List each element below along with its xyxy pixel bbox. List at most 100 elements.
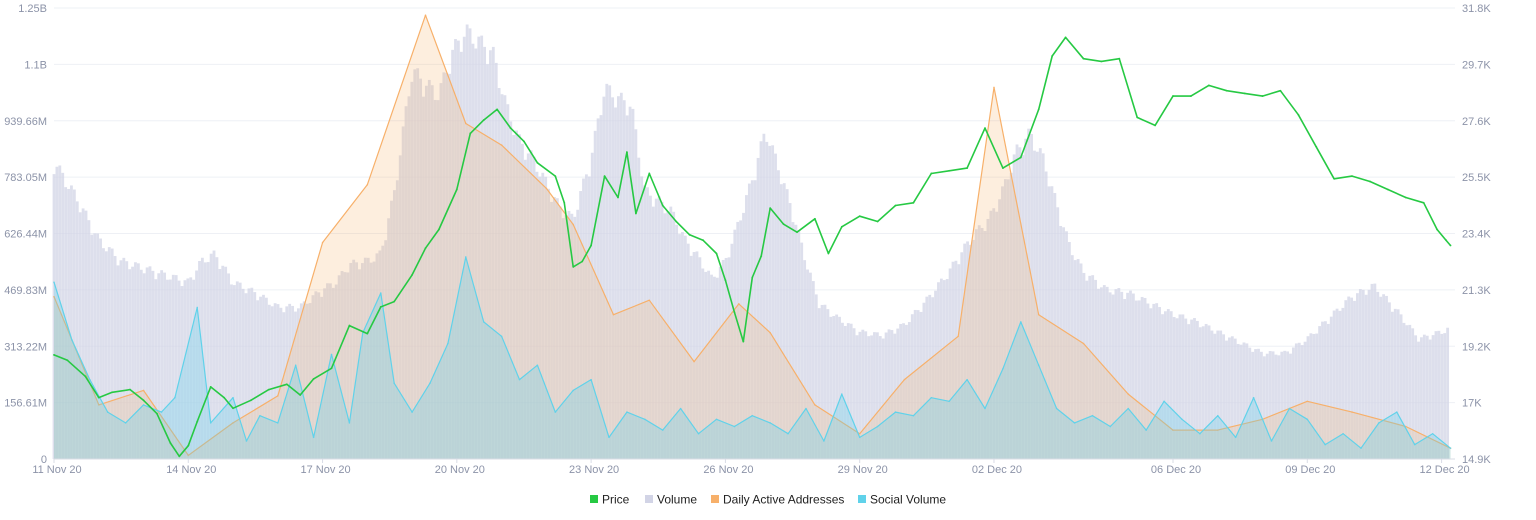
volume-bar (151, 270, 155, 459)
price-point (156, 412, 158, 415)
volume-bar (867, 336, 871, 459)
x-axis-tick: 26 Nov 20 (703, 464, 753, 476)
volume-bar (777, 170, 780, 459)
volume-bar (203, 262, 207, 459)
volume-bar (1257, 348, 1260, 459)
volume-bar (820, 304, 824, 459)
volume-bar (1265, 353, 1269, 459)
social-volume-point (590, 378, 592, 381)
volume-bar (724, 257, 728, 459)
price-point (1243, 92, 1246, 95)
right-axis-tick: 14.9K (1462, 454, 1491, 466)
volume-bar (369, 262, 373, 459)
volume-bar (983, 230, 987, 459)
price-point (590, 244, 593, 247)
price-point (424, 247, 427, 250)
volume-bar (925, 296, 929, 459)
volume-bar (264, 297, 268, 459)
social-volume-point (1002, 368, 1004, 370)
daily-active-addresses-point (572, 223, 575, 226)
volume-bar (803, 260, 807, 459)
volume-bar (855, 335, 859, 459)
volume-bar (459, 51, 463, 459)
volume-bar (625, 115, 629, 459)
social-volume-point (196, 306, 199, 309)
volume-bar (1134, 300, 1138, 459)
volume-bar (509, 121, 513, 459)
volume-bar (1201, 326, 1205, 459)
social-volume-point (1091, 414, 1094, 417)
daily-active-addresses-point (142, 389, 145, 392)
volume-bar (747, 183, 751, 459)
price-point (1100, 60, 1103, 63)
daily-active-addresses-point (993, 86, 995, 89)
volume-bar (1292, 347, 1295, 459)
volume-bar (1012, 154, 1016, 459)
volume-bar (1178, 314, 1182, 459)
volume-bar (451, 49, 454, 459)
volume-bar (305, 303, 309, 459)
social-volume-point (805, 407, 807, 410)
volume-bar (567, 210, 571, 459)
social-volume-point (1055, 407, 1058, 410)
social-volume-point (259, 414, 261, 417)
social-volume-point (1324, 443, 1326, 446)
price-point (97, 396, 100, 399)
legend-item-social-volume[interactable]: Social Volume (858, 493, 946, 507)
volume-bar (70, 185, 73, 459)
volume-bar (1388, 302, 1391, 459)
volume-bar (407, 96, 411, 459)
volume-bar (131, 266, 134, 459)
volume-bar (750, 180, 754, 459)
legend-swatch (645, 495, 653, 503)
volume-bar (166, 279, 169, 459)
social-volume-point (536, 364, 539, 366)
volume-bar (1294, 343, 1298, 459)
volume-bar (1164, 311, 1167, 459)
social-volume-point (500, 335, 503, 338)
volume-bar (238, 282, 242, 459)
social-volume-series[interactable] (53, 256, 1452, 459)
price-point (1445, 239, 1447, 242)
volume-bar (1024, 138, 1028, 459)
volume-bar (555, 198, 559, 460)
social-volume-point (1449, 447, 1452, 449)
volume-series[interactable] (52, 24, 1450, 460)
volume-bar (861, 329, 865, 459)
volume-bar (1405, 325, 1409, 459)
volume-bar (1210, 330, 1214, 459)
volume-bar (646, 187, 649, 459)
volume-bar (1102, 285, 1106, 459)
price-point (250, 399, 252, 402)
social-volume-point (89, 378, 91, 381)
price-series[interactable] (53, 36, 1452, 458)
volume-bar (721, 259, 725, 459)
volume-bar (1280, 351, 1284, 459)
volume-bar (1329, 316, 1333, 459)
volume-bar (596, 118, 600, 459)
price-point (1422, 201, 1425, 204)
volume-bar (247, 288, 251, 459)
price-point (379, 305, 382, 308)
price-point (1404, 196, 1407, 199)
social-volume-point (379, 292, 382, 294)
price-point (169, 442, 172, 444)
legend-item-volume[interactable]: Volume (645, 493, 697, 507)
price-point (1261, 95, 1264, 97)
legend-item-price[interactable]: Price (590, 493, 630, 507)
volume-bar (1396, 309, 1400, 459)
legend-item-daily-active-addresses[interactable]: Daily Active Addresses (711, 493, 844, 507)
social-volume-point (71, 339, 73, 341)
volume-bar (442, 72, 446, 460)
social-volume-point (876, 425, 879, 428)
volume-bar (1341, 307, 1345, 459)
legend[interactable]: Price Volume Daily Active Addresses Social … (590, 493, 946, 507)
volume-bar (1073, 260, 1077, 459)
volume-bar (774, 153, 777, 459)
volume-bar (1009, 172, 1013, 459)
daily-active-addresses-point (1037, 313, 1040, 316)
social-volume-point (626, 411, 628, 413)
legend-label: Price (602, 493, 630, 507)
volume-bar (611, 97, 615, 459)
x-axis-tick: 23 Nov 20 (569, 464, 619, 476)
